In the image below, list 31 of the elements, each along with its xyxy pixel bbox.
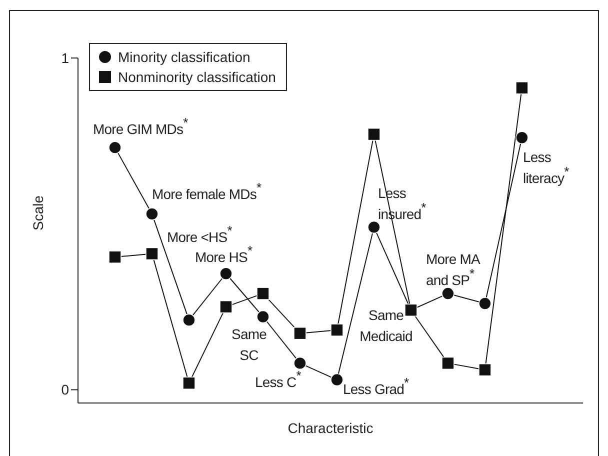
point	[478, 297, 492, 310]
point	[108, 250, 122, 264]
point	[256, 287, 270, 300]
annotation: Same Medicaid	[360, 307, 412, 344]
point	[478, 363, 492, 376]
y-tick-label: 1	[61, 50, 70, 66]
point	[368, 220, 380, 234]
point	[330, 324, 344, 336]
legend-label: Minority classification	[118, 48, 250, 67]
point	[516, 131, 528, 144]
point	[220, 267, 232, 280]
point	[368, 128, 380, 141]
point	[108, 141, 122, 154]
x-axis-title: Characteristic	[288, 420, 374, 436]
point	[294, 356, 306, 370]
y-axis-title: Scale	[30, 195, 46, 230]
point	[182, 376, 196, 390]
point	[404, 304, 418, 317]
point	[442, 287, 454, 300]
y-tick-label: 0	[61, 382, 70, 398]
point	[516, 81, 528, 94]
point	[294, 326, 306, 340]
point	[220, 300, 232, 314]
point	[146, 208, 158, 220]
annotation: Same SC	[232, 326, 268, 363]
point	[256, 310, 270, 324]
point	[442, 356, 454, 370]
legend-label: Nonminority classification	[118, 68, 276, 87]
point	[146, 247, 158, 260]
point	[182, 314, 196, 326]
point	[330, 373, 344, 386]
